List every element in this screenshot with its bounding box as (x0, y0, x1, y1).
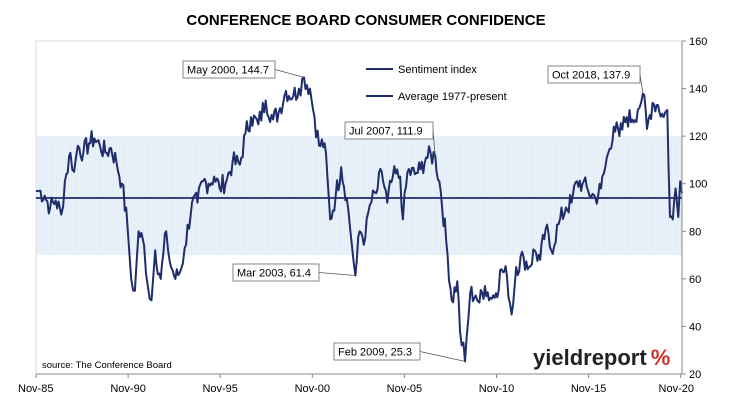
chart-title: CONFERENCE BOARD CONSUMER CONFIDENCE (186, 12, 545, 29)
annotation-box (547, 65, 641, 84)
legend: Sentiment index Average 1977-present (366, 64, 507, 103)
x-axis: Nov-85 Nov-90 Nov-95 Nov-00 Nov-05 Nov-10 Nov-… (18, 373, 694, 395)
annotation-box (344, 121, 434, 140)
y-tick-label: 20 (689, 369, 701, 381)
sentiment-line (35, 76, 683, 363)
y-tick-label: 160 (689, 36, 707, 48)
source-note: source: The Conference Board (42, 360, 172, 371)
annotation-box (232, 263, 320, 282)
plot-area: May 2000, 144.7 Jul 2007, 111.9 Mar 2003, … (35, 40, 683, 375)
x-tick-label: Nov-85 (18, 383, 53, 395)
x-tick-label: Nov-95 (202, 383, 237, 395)
y-tick-label: 40 (689, 321, 701, 333)
annotation-label: Mar 2003, 61.4 (237, 268, 311, 280)
legend-label-average: Average 1977-present (398, 91, 507, 103)
annotation-label: May 2000, 144.7 (187, 65, 269, 77)
annotation: Oct 2018, 137.9 (547, 65, 644, 94)
y-tick-label: 140 (689, 84, 707, 96)
x-tick-label: Nov-05 (387, 383, 422, 395)
annotation-leader (639, 74, 644, 94)
y-tick-label: 100 (689, 179, 707, 191)
annotation-label: Jul 2007, 111.9 (349, 126, 423, 138)
annotation-label: Oct 2018, 137.9 (552, 70, 630, 82)
annotation: May 2000, 144.7 (182, 60, 305, 79)
svg-text:yieldreport%: yieldreport% (533, 345, 670, 370)
y-axis: 20 40 60 80 100 120 140 160 (681, 36, 707, 381)
x-tick-label: Nov-20 (659, 383, 694, 395)
annotation: Jul 2007, 111.9 (344, 121, 436, 156)
y-tick-label: 80 (689, 226, 701, 238)
x-tick-label: Nov-10 (479, 383, 514, 395)
brand-percent-icon: % (651, 345, 671, 370)
x-tick-label: Nov-90 (110, 383, 145, 395)
annotation-leader (318, 272, 356, 276)
brand-wordmark: yieldreport (533, 345, 647, 370)
annotation: Mar 2003, 61.4 (232, 263, 356, 282)
annotation-label: Feb 2009, 25.3 (338, 347, 412, 359)
annotation-leader (274, 69, 305, 78)
annotation-box (182, 60, 276, 79)
annotations: May 2000, 144.7 Jul 2007, 111.9 Mar 2003, … (182, 60, 644, 362)
annotation-leader (419, 351, 466, 362)
y-tick-label: 60 (689, 274, 701, 286)
annotation-box (333, 342, 421, 361)
annotation: Feb 2009, 25.3 (333, 342, 466, 362)
y-tick-label: 120 (689, 131, 707, 143)
x-tick-label: Nov-15 (571, 383, 606, 395)
brand-logo: yieldreport% (533, 345, 670, 370)
sentiment-series (35, 76, 683, 363)
legend-label-sentiment: Sentiment index (398, 64, 477, 76)
x-tick-label: Nov-00 (295, 383, 330, 395)
